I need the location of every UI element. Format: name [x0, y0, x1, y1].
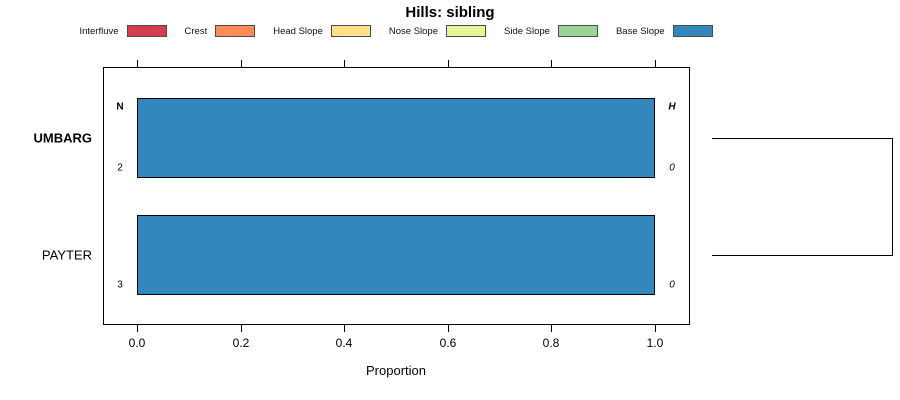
- bottom-tick-0.4: [344, 325, 345, 332]
- legend-item-crest: Crest: [185, 25, 256, 37]
- legend-label: Side Slope: [504, 25, 550, 37]
- bottom-tick-0.8: [551, 325, 552, 332]
- x-axis-title: Proportion: [366, 363, 426, 378]
- bottom-tick-0.2: [241, 325, 242, 332]
- dendrogram-branch-top: [712, 138, 892, 139]
- head-slope-swatch: [330, 25, 371, 37]
- n-value-umbarg: 2: [117, 162, 123, 174]
- top-tick-0.2: [241, 60, 242, 67]
- nose-slope-swatch: [446, 25, 486, 37]
- legend-item-head-slope: Head Slope: [273, 25, 371, 37]
- bottom-tick-0.0: [137, 325, 138, 332]
- legend-item-base-slope: Base Slope: [616, 25, 713, 37]
- interfluve-swatch: [126, 25, 167, 37]
- base-slope-swatch: [672, 25, 713, 37]
- h-value-payter: 0: [669, 279, 675, 291]
- row-label-payter: PAYTER: [41, 247, 92, 263]
- n-value-payter: 3: [117, 279, 123, 291]
- legend: Interfluve Crest Head Slope Nose Slope Side …: [0, 25, 792, 37]
- dendrogram-branch-bottom: [712, 255, 892, 256]
- n-column-header: N: [116, 101, 124, 113]
- x-tick-label: 0.4: [335, 336, 353, 350]
- x-tick-label: 0.0: [128, 336, 146, 350]
- bar-payter-base-slope: [137, 215, 655, 295]
- x-tick-label: 1.0: [646, 336, 664, 350]
- x-tick-label: 0.2: [232, 336, 250, 350]
- legend-label: Interfluve: [79, 25, 119, 37]
- legend-label: Head Slope: [273, 25, 323, 37]
- legend-label: Base Slope: [615, 25, 665, 37]
- h-column-header: H: [668, 101, 676, 113]
- bottom-tick-0.6: [448, 325, 449, 332]
- chart-title: Hills: sibling: [405, 4, 495, 21]
- bottom-tick-1.0: [655, 325, 656, 332]
- h-value-umbarg: 0: [669, 162, 675, 174]
- dendrogram-join: [892, 138, 893, 256]
- legend-label: Nose Slope: [388, 25, 438, 37]
- top-tick-1.0: [655, 60, 656, 67]
- x-tick-label: 0.8: [542, 336, 560, 350]
- legend-item-nose-slope: Nose Slope: [389, 25, 486, 37]
- side-slope-swatch: [557, 25, 598, 37]
- crest-swatch: [215, 25, 256, 37]
- row-label-umbarg: UMBARG: [33, 130, 93, 146]
- legend-label: Crest: [184, 25, 208, 37]
- top-tick-0.6: [448, 60, 449, 67]
- top-tick-0.4: [344, 60, 345, 67]
- top-tick-0.0: [137, 60, 138, 67]
- bar-umbarg-base-slope: [137, 98, 655, 178]
- x-tick-label: 0.6: [439, 336, 457, 350]
- plot-box: [103, 67, 690, 325]
- legend-item-side-slope: Side Slope: [504, 25, 598, 37]
- legend-item-interfluve: Interfluve: [79, 25, 167, 37]
- top-tick-0.8: [551, 60, 552, 67]
